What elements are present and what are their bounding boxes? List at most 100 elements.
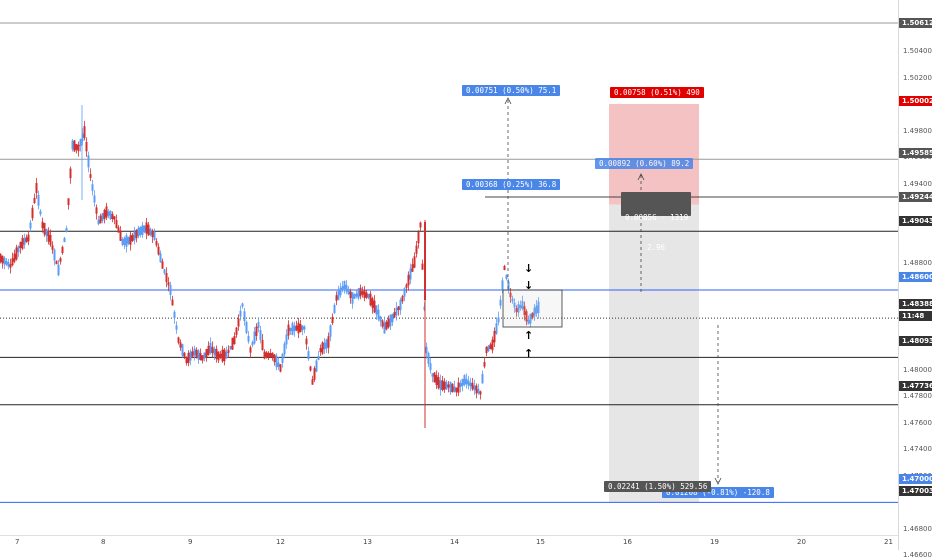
candle-body [297, 322, 300, 334]
candle-body [261, 339, 264, 351]
candle-body [81, 133, 84, 142]
stop-zone[interactable] [609, 204, 699, 502]
price-tick-label: 1.46600 [903, 551, 932, 559]
candle-body [441, 380, 444, 391]
price-badge[interactable]: 1.50002 [899, 96, 932, 106]
candle-body [533, 307, 536, 317]
candle-body [283, 343, 286, 355]
candle-body [143, 225, 146, 233]
candle-body [177, 337, 180, 343]
candle-body [171, 299, 174, 306]
measure-tag-top[interactable]: 0.00751 (0.50%) 75.1 [462, 85, 561, 96]
candle-body [459, 383, 462, 387]
candle-body [259, 330, 262, 340]
measure-tag-bottom[interactable]: 0.01208 (-0.81%) -120.8 [662, 487, 774, 498]
candle-body [477, 389, 480, 394]
candle-body [33, 197, 36, 204]
price-chart[interactable] [0, 0, 898, 535]
candle-body [287, 324, 290, 336]
candle-body [173, 311, 176, 319]
risk-reward-tag[interactable]: 0.00856 - 1319 2.96 [621, 192, 691, 252]
candle-body [295, 325, 298, 331]
price-badge[interactable]: 1.49244 [899, 192, 932, 202]
candle-body [115, 220, 118, 228]
candle-body [347, 288, 350, 295]
candle-body [51, 245, 54, 250]
consolidation-box[interactable] [502, 289, 563, 328]
price-axis[interactable]: 1.504001.502001.498001.496001.494001.488… [898, 0, 932, 559]
price-tick-label: 1.48800 [903, 259, 932, 268]
candle-body [71, 140, 74, 150]
candle-body [199, 352, 202, 361]
time-tick-label: 15 [536, 538, 545, 546]
candle-body [521, 301, 524, 309]
candle-body [67, 198, 70, 206]
candle-body [319, 347, 322, 353]
candle-body [371, 298, 374, 308]
candle-body [193, 348, 196, 356]
candle-body [307, 351, 310, 359]
candle-body [147, 224, 150, 236]
price-badge[interactable]: 1.48388 [899, 299, 932, 309]
price-badge[interactable]: 1.49043 [899, 216, 932, 226]
stop-tag[interactable]: 0.02241 (1.50%) 529.56 [604, 481, 712, 492]
candle-body [235, 327, 238, 335]
candle-body [389, 314, 392, 327]
candle-body [425, 346, 428, 354]
candle-body [399, 299, 402, 311]
price-badge[interactable]: 1.48093 [899, 336, 932, 346]
candle-body [489, 344, 492, 350]
candle-body [301, 325, 304, 331]
candle-body [323, 342, 326, 350]
candle-body [47, 230, 50, 242]
price-tick-label: 1.50400 [903, 47, 932, 56]
candle-body [83, 126, 86, 138]
price-badge[interactable]: 1.50612 [899, 18, 932, 28]
candle-body [265, 352, 268, 358]
price-badge[interactable]: 1.49585 [899, 148, 932, 158]
candle-body [479, 391, 482, 395]
chart-canvas[interactable]: 0.00751 (0.50%) 75.1 0.00368 (0.25%) 36.… [0, 0, 898, 535]
candle-body [53, 249, 56, 261]
candle-body [497, 317, 500, 323]
risk-reward-line2: 2.96 [646, 243, 666, 252]
price-badge[interactable]: 11:48 [899, 311, 932, 321]
candle-body [507, 281, 510, 291]
candle-body [437, 377, 440, 388]
candle-body [501, 280, 504, 291]
candle-body [9, 264, 12, 268]
candle-body [333, 304, 336, 314]
candle-body [111, 213, 114, 220]
candle-body [493, 330, 496, 343]
time-tick-label: 8 [101, 538, 106, 546]
candle-body [433, 372, 436, 383]
candle-body [535, 305, 538, 314]
candle-body [247, 335, 250, 342]
target-zone[interactable] [609, 103, 699, 205]
price-tick-label: 1.50200 [903, 73, 932, 82]
price-badge[interactable]: 1.47003 [899, 486, 932, 496]
candle-body [159, 253, 162, 263]
candle-body [383, 322, 386, 334]
candle-body [145, 222, 148, 234]
candle-body [137, 227, 140, 237]
candle-body [381, 320, 384, 327]
zone-measure-tag[interactable]: 0.00892 (0.60%) 89.2 [595, 158, 694, 169]
candle-body [61, 246, 64, 254]
candle-body [257, 322, 260, 328]
price-badge[interactable]: 1.48600 [899, 272, 932, 282]
price-badge[interactable]: 1.47000 [899, 474, 932, 484]
candle-body [305, 338, 308, 345]
candle-body [243, 311, 246, 322]
price-badge[interactable]: 1.47736 [899, 381, 932, 391]
candle-body [511, 298, 514, 302]
target-tag[interactable]: 0.00758 (0.51%) 490 [610, 87, 704, 98]
candle-body [353, 294, 356, 299]
measure-tag-mid[interactable]: 0.00368 (0.25%) 36.8 [462, 179, 561, 190]
candle-body [349, 291, 352, 299]
candle-body [321, 342, 324, 354]
candle-body [483, 362, 486, 367]
candle-body [355, 293, 358, 297]
time-axis[interactable]: 7 8 9 12 13 14 15 16 19 20 21 [0, 535, 898, 551]
candle-body [313, 368, 316, 380]
